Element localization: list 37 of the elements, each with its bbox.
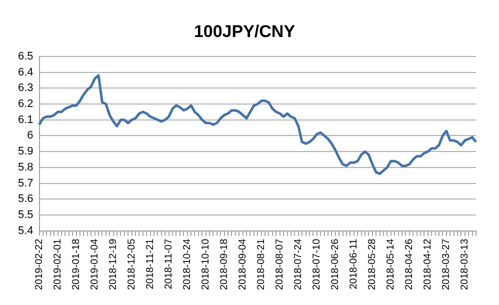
x-tick-label: 2018-05-28 [367, 238, 378, 290]
y-tick-label: 6.1 [18, 114, 34, 126]
x-tick-label: 2018-03-27 [441, 238, 452, 290]
y-tick-label: 5.5 [18, 209, 34, 222]
y-tick-label: 6.4 [18, 66, 34, 78]
x-tick-label: 2019-01-18 [71, 238, 82, 290]
x-tick-label: 2018-07-10 [312, 238, 323, 290]
y-tick-label: 5.4 [18, 224, 34, 237]
x-tick-label: 2018-03-13 [460, 238, 471, 290]
x-tick-label: 2018-12-05 [126, 238, 138, 290]
x-tick-label: 2019-02-01 [52, 238, 64, 290]
x-tick-label: 2018-09-04 [238, 238, 249, 290]
y-tick-label: 6.3 [18, 82, 34, 94]
x-tick-label: 2018-04-26 [404, 238, 416, 290]
y-tick-label: 6 [27, 130, 34, 142]
x-tick-label: 2018-05-14 [386, 238, 397, 290]
x-tick-label: 2018-09-18 [219, 238, 230, 290]
x-tick-label: 2018-06-26 [330, 238, 342, 290]
x-tick-label: 2018-06-11 [348, 238, 360, 290]
x-tick-label: 2018-10-24 [182, 238, 194, 290]
y-tick-label: 5.9 [18, 146, 34, 158]
x-tick-label: 2018-11-07 [164, 238, 175, 290]
y-tick-label: 5.7 [18, 177, 34, 190]
y-tick-label: 5.6 [18, 193, 34, 206]
y-tick-label: 5.8 [18, 161, 34, 174]
chart-title: 100JPY/CNY [194, 22, 296, 41]
x-tick-label: 2018-08-07 [274, 238, 286, 290]
y-tick-label: 6.2 [18, 98, 34, 110]
x-tick-label: 2018-04-12 [422, 238, 434, 290]
y-tick-label: 6.5 [18, 50, 34, 62]
x-tick-label: 2018-08-21 [256, 238, 268, 290]
x-tick-label: 2019-02-22 [34, 238, 46, 290]
x-tick-label: 2018-07-24 [293, 238, 304, 290]
x-tick-label: 2018-10-10 [200, 238, 212, 290]
x-tick-label: 2019-01-04 [90, 238, 101, 290]
x-tick-label: 2018-12-19 [108, 238, 120, 290]
x-tick-label: 2018-11-21 [145, 238, 156, 290]
